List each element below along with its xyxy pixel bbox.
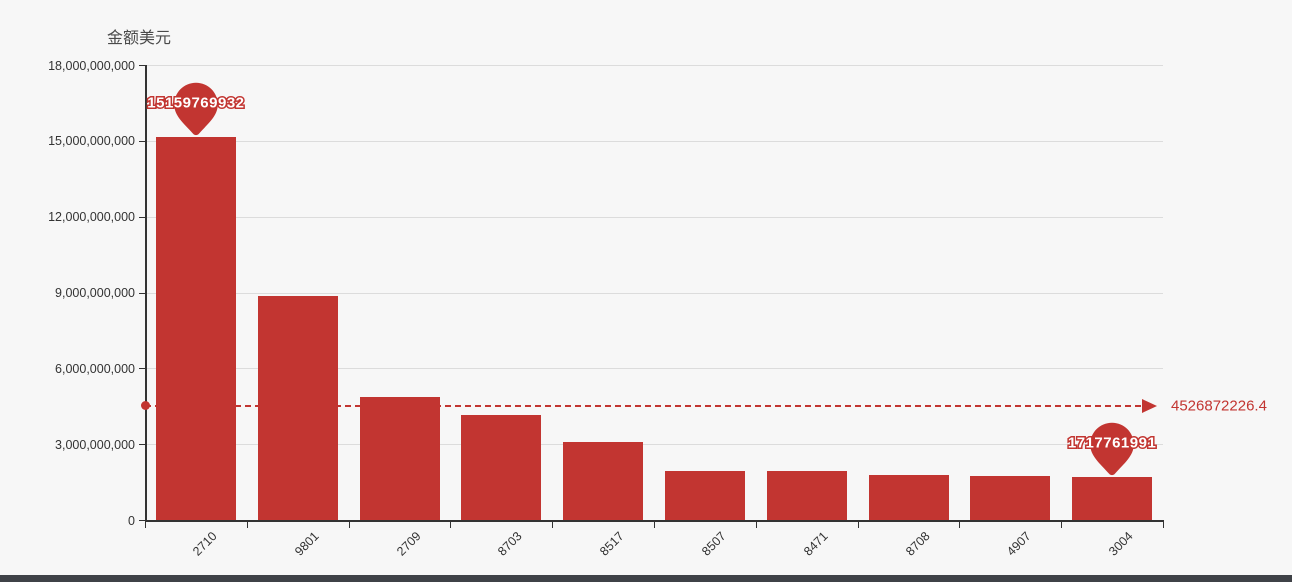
bar-8703[interactable] <box>461 415 542 520</box>
x-axis-tick <box>755 521 757 528</box>
bar-3004[interactable] <box>1072 476 1153 520</box>
bar-8507[interactable] <box>664 471 745 520</box>
bar-2710[interactable] <box>155 136 236 520</box>
bar-9801[interactable] <box>257 295 338 520</box>
x-axis-tick <box>959 521 961 528</box>
average-line <box>145 404 1141 407</box>
x-axis-tick <box>1163 521 1164 528</box>
x-axis-tick <box>857 521 859 528</box>
y-axis-tick-label: 6,000,000,000 <box>55 361 135 376</box>
average-line-label: 4526872226.4 <box>1171 397 1267 415</box>
grid-line <box>145 216 1163 218</box>
x-axis-label: 8708 <box>902 529 933 559</box>
bar-8517[interactable] <box>563 442 644 520</box>
x-axis-tick <box>145 521 146 528</box>
x-axis-tick <box>246 521 248 528</box>
x-axis-tick <box>1061 521 1063 528</box>
grid-line <box>145 444 1163 446</box>
bar-8708[interactable] <box>868 474 949 520</box>
y-axis-tick <box>139 368 145 370</box>
x-axis-tick <box>348 521 350 528</box>
x-axis-label: 4907 <box>1004 529 1035 559</box>
x-axis-label: 3004 <box>1106 529 1136 559</box>
x-axis-tick <box>654 521 655 528</box>
y-axis-tick <box>139 65 145 66</box>
average-line-arrow <box>1142 398 1164 413</box>
y-axis-tick <box>139 216 145 218</box>
y-axis-tick <box>139 444 145 446</box>
y-axis-line <box>145 65 147 520</box>
x-axis-label: 8507 <box>699 529 729 559</box>
x-axis-line <box>145 520 1164 522</box>
y-axis-tick-label: 18,000,000,000 <box>48 58 135 73</box>
y-axis-tick-label: 15,000,000,000 <box>48 134 135 149</box>
grid-line <box>145 292 1163 294</box>
grid-line <box>145 65 1163 66</box>
x-axis-label: 8703 <box>495 529 526 559</box>
y-axis-tick <box>139 140 145 142</box>
grid-line <box>145 140 1163 142</box>
x-axis-label: 8471 <box>801 529 831 559</box>
screen-bottom-edge <box>0 575 1292 582</box>
x-axis-label: 8517 <box>597 529 627 559</box>
y-axis-title: 金额美元 <box>107 30 172 47</box>
average-line-start-dot <box>141 401 150 411</box>
min-marker-pin <box>1089 422 1135 477</box>
bar-8471[interactable] <box>766 471 847 520</box>
y-axis-tick-label: 0 <box>128 513 135 528</box>
bar-4907[interactable] <box>970 476 1051 520</box>
y-axis-tick-label: 12,000,000,000 <box>48 210 135 225</box>
x-axis-label: 9801 <box>292 529 322 559</box>
max-marker-label: 15159769932 <box>146 93 246 113</box>
y-axis-tick <box>139 292 145 294</box>
x-axis-label: 2709 <box>393 529 424 559</box>
min-marker-label: 1717761991 <box>1066 433 1157 453</box>
y-axis-tick-label: 9,000,000,000 <box>55 286 135 300</box>
x-axis-tick <box>552 521 554 528</box>
y-axis-tick <box>139 520 145 521</box>
grid-line <box>145 368 1163 370</box>
max-marker-pin <box>173 82 219 137</box>
bar-2709[interactable] <box>359 397 440 520</box>
y-axis-tick-label: 3,000,000,000 <box>55 437 135 452</box>
x-axis-label: 2710 <box>190 529 220 559</box>
x-axis-tick <box>450 521 452 528</box>
